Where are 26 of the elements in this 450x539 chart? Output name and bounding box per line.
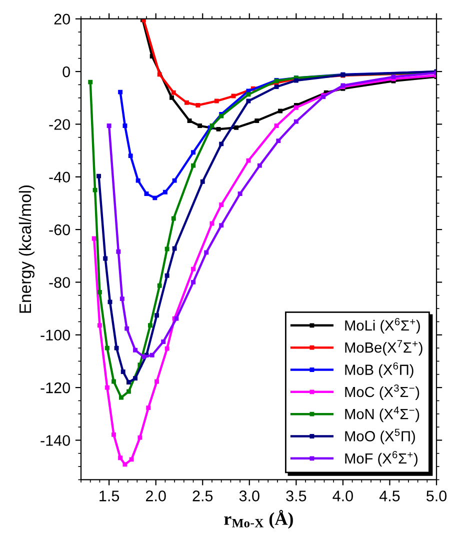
y-tick-label: 0 (62, 66, 70, 78)
legend-label: MoO (X$^{5}$Π) (345, 428, 415, 444)
legend-label: MoF (X$^{6}$Σ$^{+}$) (345, 450, 418, 467)
legend-label: MoC (X$^{3}$Σ$^{−}$) (345, 384, 420, 400)
y-tick-label: -40 (49, 172, 70, 183)
x-tick-label: 3.5 (286, 490, 306, 502)
y-tick-label: -120 (40, 382, 70, 394)
y-tick-label: -20 (49, 119, 70, 130)
legend-label: MoLi (X$^{6}$Σ$^{+}$) (345, 318, 420, 334)
y-tick-label: -100 (40, 330, 70, 341)
x-tick-label: 2.0 (146, 490, 166, 502)
x-tick-label: 2.5 (192, 490, 213, 502)
y-tick-label: 20 (54, 14, 70, 25)
y-tick-label: -80 (49, 277, 70, 288)
legend-label: MoN (X$^{4}$Σ$^{−}$) (345, 406, 420, 422)
y-axis-title: Energy (kcal/mol) (18, 185, 34, 313)
x-tick-label: 4.0 (332, 490, 353, 502)
x-tick-label: 5.0 (426, 490, 447, 502)
legend-label: MoB (X$^{6}$Π) (345, 362, 414, 378)
y-tick-label: -140 (40, 435, 70, 446)
x-tick-label: 1.5 (100, 490, 120, 502)
x-axis-title: r$_{Mo-X}$ (Å) (224, 510, 293, 529)
legend-label: MoBe(X$^{7}$Σ$^{+}$) (345, 340, 422, 356)
x-tick-label: 4.5 (379, 490, 400, 502)
y-tick-label: -60 (49, 224, 70, 236)
x-tick-label: 3.0 (239, 490, 260, 502)
